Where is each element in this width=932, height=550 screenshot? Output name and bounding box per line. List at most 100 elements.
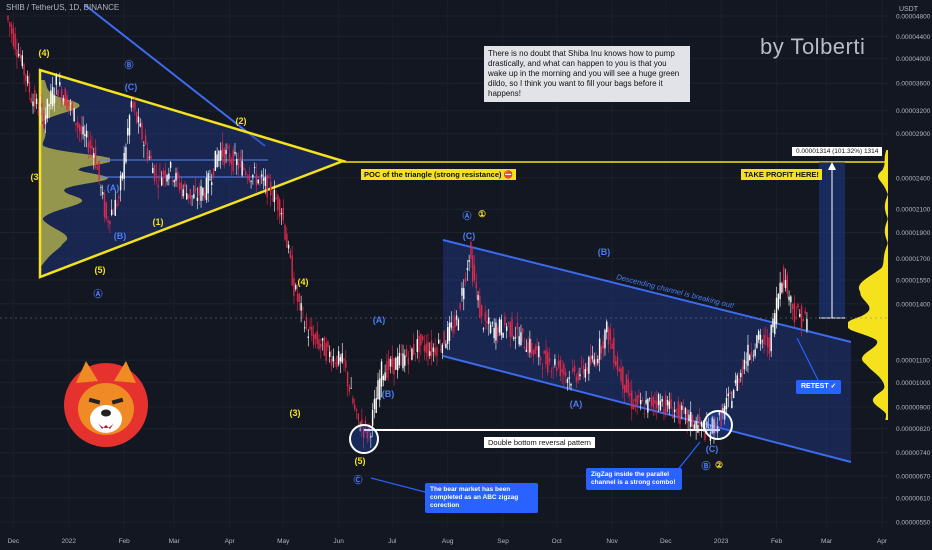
price-axis[interactable]: 0.00004800 0.00004400 0.00004000 0.00003600… — [888, 0, 932, 550]
wave-label: Ⓐ — [462, 210, 471, 221]
candle-body — [445, 343, 447, 348]
wave-label: (A) — [373, 315, 386, 325]
candle-body — [497, 327, 499, 337]
candle-body — [380, 361, 383, 387]
shiba-inu-logo — [64, 361, 148, 447]
candle-body — [704, 433, 706, 440]
candle-body — [768, 337, 771, 354]
candle-body — [416, 339, 418, 353]
candle-body — [109, 220, 111, 225]
candle-body — [175, 172, 177, 181]
candle-body — [529, 338, 531, 353]
candle-body — [41, 103, 43, 108]
candle-body — [429, 351, 431, 356]
price-tick-label: 0.00003200 — [896, 108, 931, 115]
candle-body — [582, 365, 585, 374]
candle-body — [641, 399, 644, 402]
candle-body — [552, 367, 554, 369]
candle-body — [489, 324, 492, 333]
candle-body — [159, 169, 161, 171]
candle-body — [514, 337, 517, 339]
candle-body — [346, 371, 349, 387]
candle-body — [779, 282, 781, 300]
candle-body — [118, 196, 120, 199]
candle-body — [722, 408, 724, 412]
candle-body — [427, 342, 429, 357]
candle-body — [348, 386, 351, 392]
candle-body — [672, 416, 674, 419]
candle-body — [663, 408, 665, 413]
candle-body — [311, 326, 313, 336]
candle-body — [754, 349, 756, 356]
candle-body — [693, 424, 696, 430]
candle-body — [591, 355, 594, 360]
candle-body — [523, 346, 526, 349]
candle-body — [479, 296, 481, 319]
candle-body — [550, 371, 553, 373]
candle-body — [134, 102, 136, 110]
candle-body — [277, 195, 279, 211]
candle-body — [216, 154, 218, 167]
price-tick-label: 0.00001700 — [896, 256, 931, 263]
time-axis[interactable]: Dec 2022 Feb Mar Apr May Jun Jul Aug Sep Oct Nov Dec… — [8, 538, 888, 545]
candle-body — [221, 142, 224, 158]
candle-body — [391, 356, 393, 367]
candle-body — [39, 106, 41, 114]
wave-label: (5) — [95, 265, 106, 275]
time-tick-label: Jul — [388, 538, 397, 545]
candle-body — [715, 422, 717, 433]
candle-body — [318, 339, 320, 349]
candle-body — [536, 345, 538, 351]
candle-body — [107, 220, 109, 223]
candle-body — [438, 339, 440, 344]
wave-label: (C) — [125, 82, 138, 92]
candle-body — [212, 168, 215, 178]
candle-body — [505, 326, 508, 331]
candle-body — [806, 319, 808, 331]
candle-body — [219, 150, 222, 161]
candle-body — [384, 372, 386, 381]
candle-body — [656, 400, 658, 409]
candle-body — [436, 347, 438, 357]
candle-body — [477, 294, 479, 301]
candle-body — [309, 326, 311, 330]
price-axis-bg — [888, 0, 932, 550]
candle-body — [16, 49, 18, 58]
wave-label: (3) — [31, 172, 42, 182]
candle-body — [171, 180, 174, 182]
candle-body — [387, 358, 390, 371]
price-tick-label: 0.00001900 — [896, 230, 931, 237]
wave-label: (2) — [236, 116, 247, 126]
candle-body — [295, 285, 297, 290]
candle-body — [332, 356, 334, 362]
candle-body — [799, 313, 801, 317]
time-tick-label: Dec — [660, 538, 672, 545]
candle-body — [364, 420, 367, 424]
candle-body — [548, 358, 551, 362]
logo-ear-left — [76, 361, 98, 383]
candle-body — [413, 344, 415, 355]
candle-body — [800, 306, 803, 328]
candle-body — [432, 347, 435, 352]
wave-label: Ⓑ — [701, 460, 710, 471]
candle-body — [690, 411, 692, 427]
candle-body — [375, 397, 377, 413]
candle-body — [366, 431, 368, 439]
candle-body — [246, 177, 249, 179]
candle-body — [493, 327, 495, 339]
candle-body — [150, 155, 152, 160]
candle-body — [434, 348, 436, 355]
candle-body — [314, 333, 317, 340]
candle-body — [7, 16, 9, 20]
candle-body — [581, 361, 583, 363]
candle-body — [234, 151, 236, 154]
candle-body — [19, 54, 22, 59]
take-profit-label: TAKE PROFIT HERE! — [741, 169, 822, 180]
candle-body — [55, 75, 57, 85]
candle-body — [68, 101, 70, 106]
candle-body — [250, 181, 252, 182]
double-bottom-label: Double bottom reversal pattern — [484, 437, 595, 448]
candle-body — [679, 404, 681, 424]
candle-body — [602, 341, 604, 349]
